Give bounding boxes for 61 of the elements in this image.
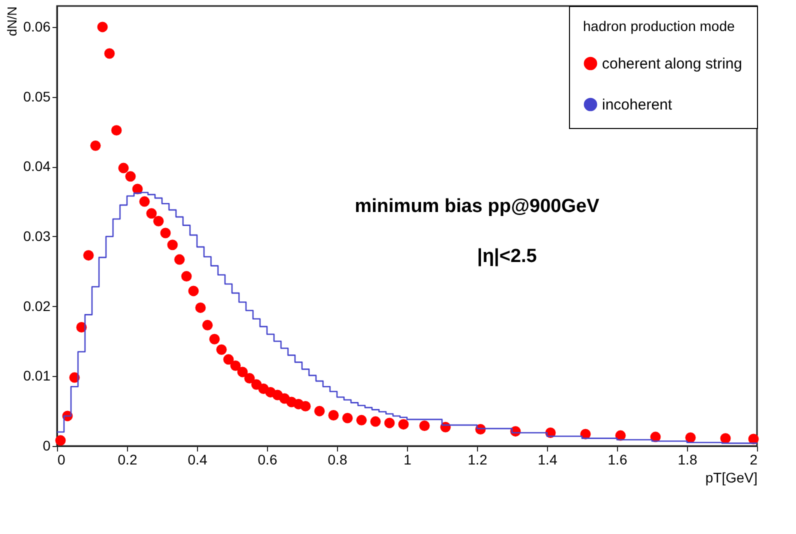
x-tick-label: 0.2 — [118, 452, 138, 468]
point — [356, 414, 367, 426]
y-tick-label: 0.03 — [23, 228, 51, 244]
y-tick-label: 0.02 — [23, 298, 51, 314]
y-tick-label: 0.06 — [23, 18, 51, 34]
point — [419, 420, 430, 431]
point — [195, 302, 206, 313]
point — [118, 162, 129, 174]
legend-title: hadron production mode — [583, 18, 735, 34]
point — [300, 400, 311, 412]
point — [181, 271, 192, 282]
x-tick-label: 1.6 — [608, 452, 628, 468]
x-tick-label: 1.4 — [538, 452, 558, 468]
point — [342, 412, 353, 424]
y-tick-label: 0.05 — [23, 88, 51, 104]
point — [167, 240, 178, 250]
point — [209, 334, 220, 344]
point — [370, 416, 381, 427]
point — [174, 254, 185, 265]
point — [237, 366, 248, 378]
x-tick-label: 0 — [58, 452, 66, 468]
annotation: |η|<2.5 — [477, 246, 538, 267]
legend-label: coherent along string — [602, 56, 742, 72]
x-axis-title: pT[GeV] — [705, 470, 758, 486]
point — [685, 432, 696, 443]
point — [139, 196, 150, 207]
y-tick-label: 0.01 — [23, 368, 51, 384]
point — [125, 171, 136, 182]
point — [328, 410, 339, 421]
x-tick-label: 0.4 — [188, 452, 208, 468]
point — [188, 286, 199, 296]
point — [104, 48, 115, 59]
point — [153, 216, 164, 226]
x-tick-label: 0.6 — [258, 452, 278, 468]
annotation: minimum bias pp@900GeV — [354, 196, 600, 217]
y-tick-label: 0.04 — [23, 158, 51, 174]
point — [384, 418, 395, 428]
y-tick-label: 0 — [42, 438, 51, 454]
point — [83, 250, 94, 261]
point — [97, 22, 108, 32]
x-tick-label: 1 — [404, 452, 412, 468]
point — [314, 406, 325, 416]
point — [398, 419, 409, 430]
point — [76, 322, 87, 333]
point — [202, 320, 213, 330]
x-tick-label: 1.2 — [468, 452, 488, 468]
point — [720, 433, 731, 444]
point — [230, 360, 241, 371]
x-tick-label: 2 — [750, 452, 758, 468]
point — [160, 228, 171, 238]
point — [244, 373, 255, 384]
x-tick-label: 0.8 — [328, 452, 348, 468]
point — [111, 125, 122, 136]
y-axis-title: dN/N — [4, 6, 20, 36]
point — [90, 140, 101, 151]
point — [216, 344, 227, 355]
x-tick-label: 1.8 — [678, 452, 698, 468]
legend-label: incoherent — [602, 96, 673, 114]
point — [55, 435, 66, 446]
point — [146, 208, 157, 219]
point — [223, 354, 234, 365]
